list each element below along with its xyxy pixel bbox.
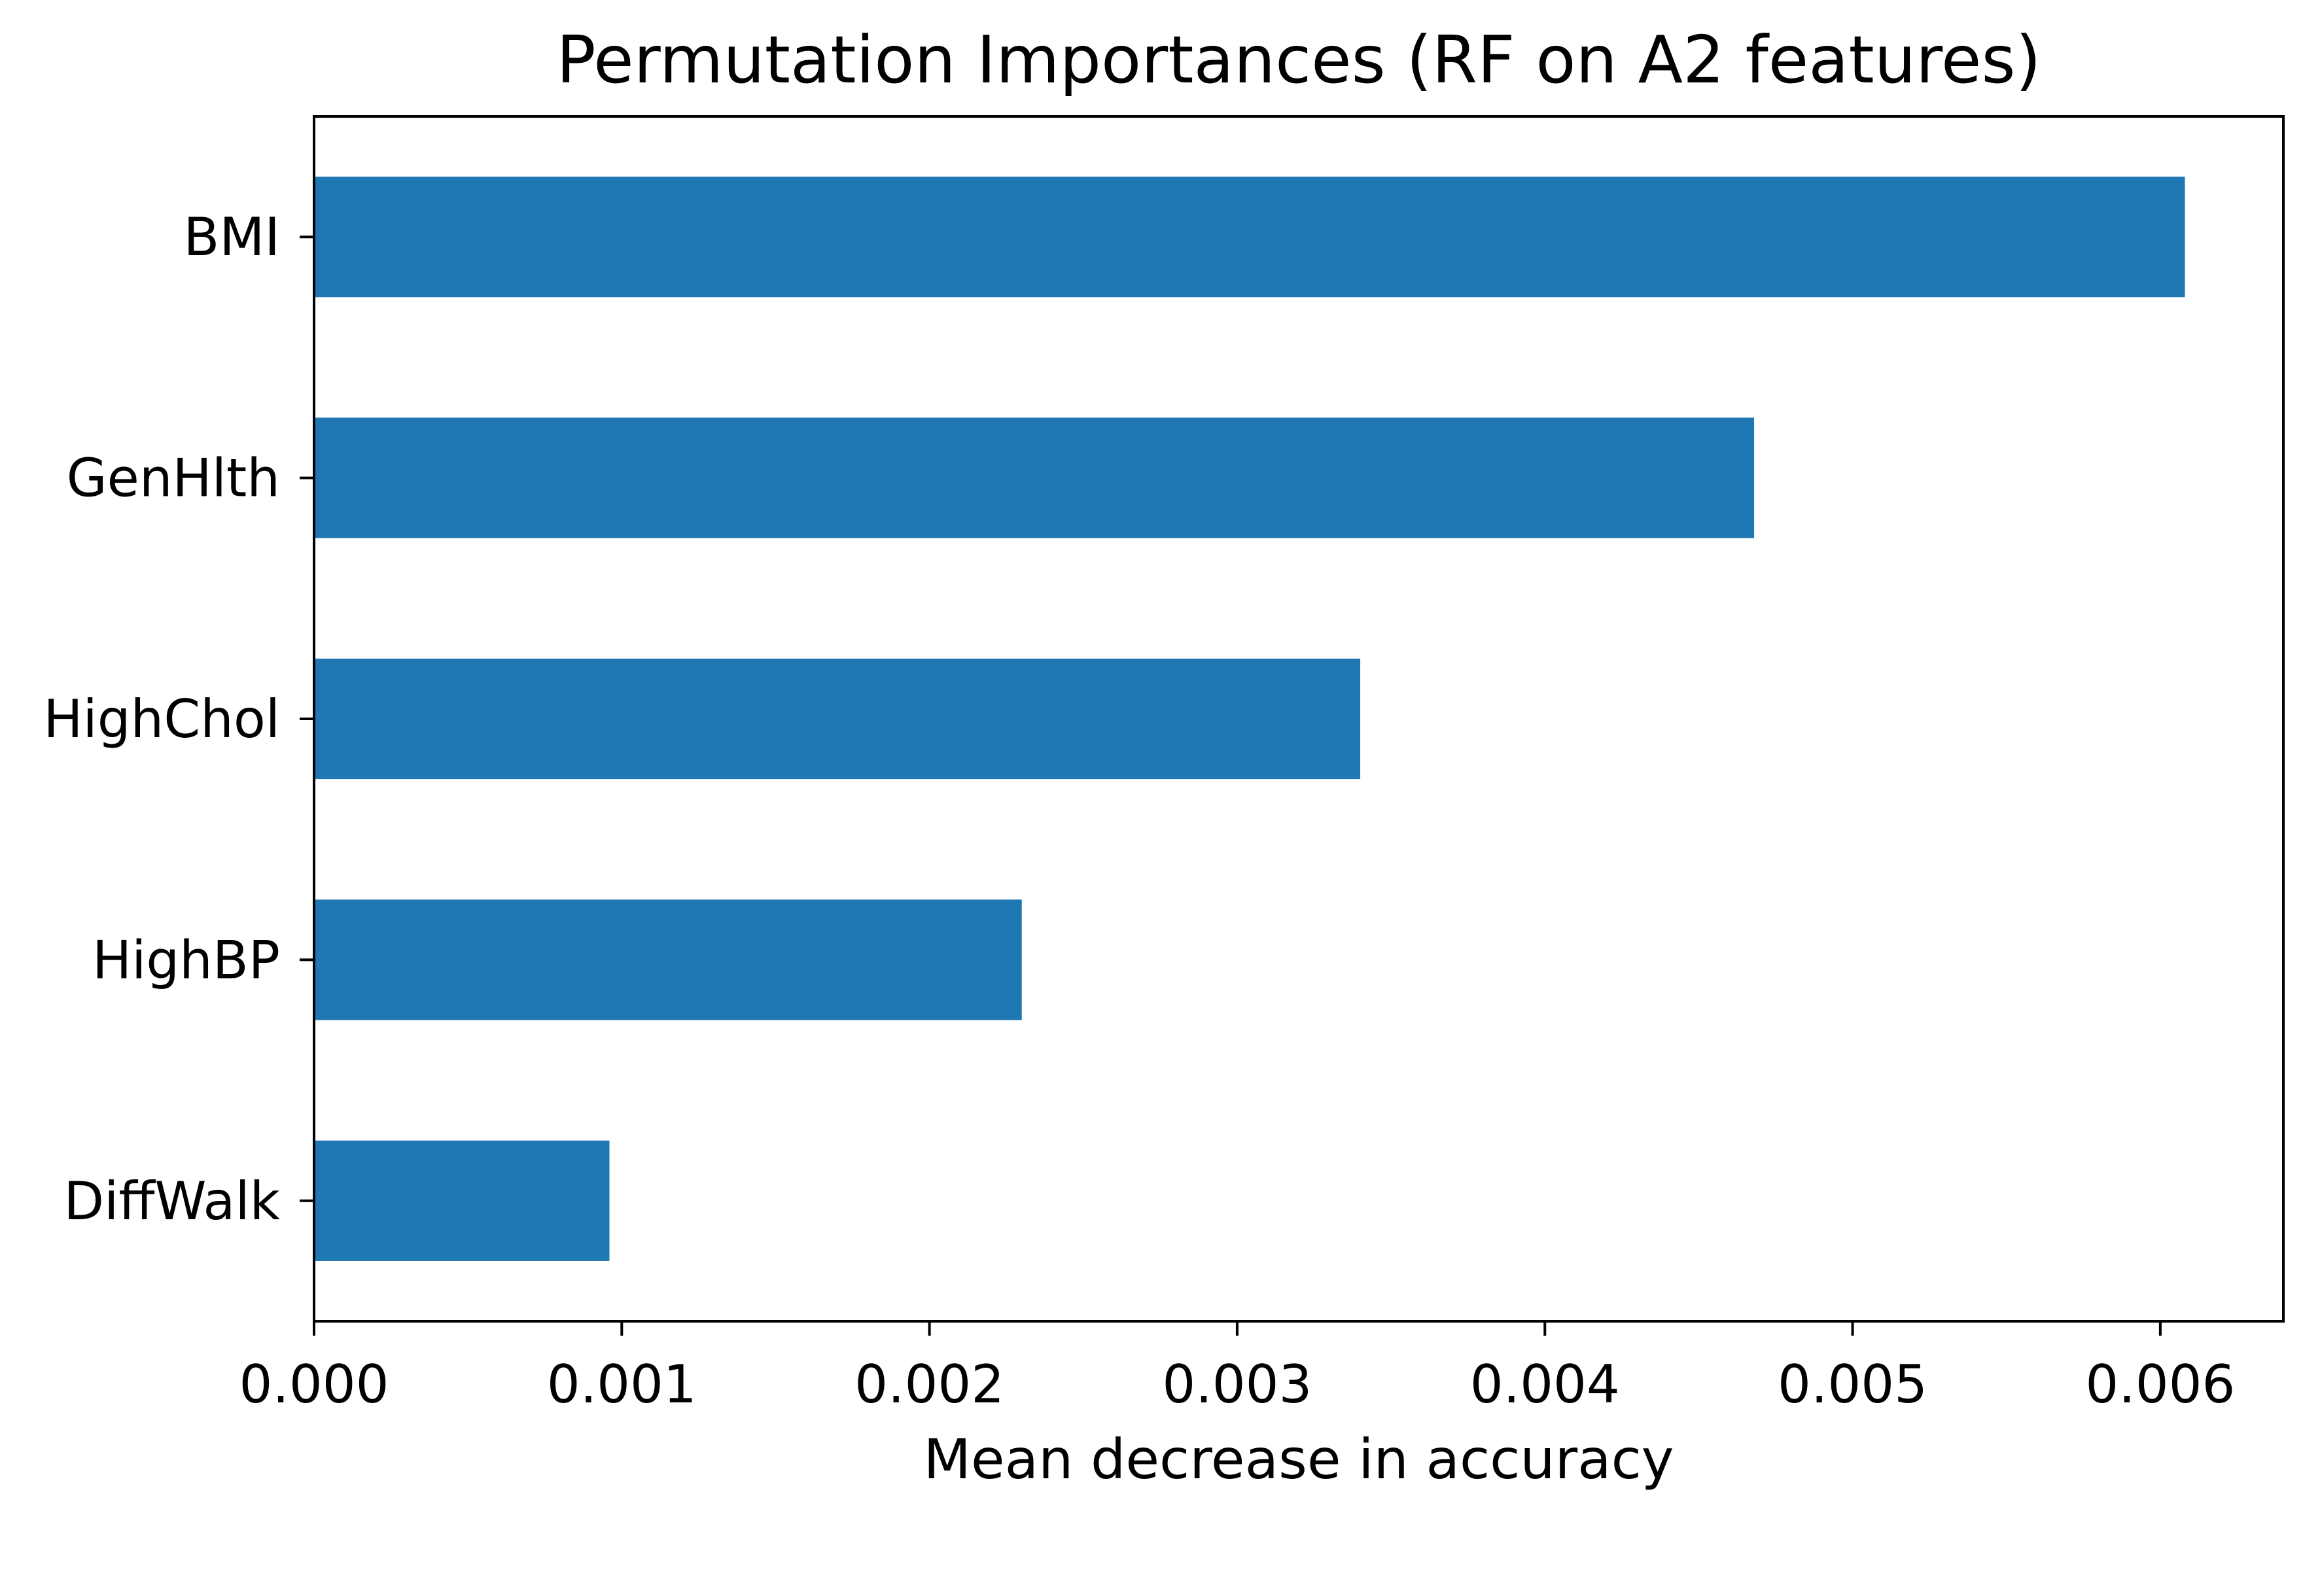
y-tick-label-diffwalk: DiffWalk — [63, 1171, 280, 1232]
x-ticks-layer: 0.000 0.001 0.002 0.003 0.004 0.005 0.006 — [239, 1321, 2235, 1415]
x-axis-label: Mean decrease in accuracy — [923, 1427, 1674, 1491]
x-tick-label: 0.004 — [1470, 1354, 1620, 1415]
bar-diffwalk — [314, 1140, 610, 1261]
y-ticks-layer: DiffWalk HighBP HighChol GenHlth BMI — [43, 207, 314, 1232]
x-tick-label: 0.000 — [239, 1354, 389, 1415]
y-tick-label-highbp: HighBP — [92, 929, 280, 990]
bar-highbp — [314, 899, 1022, 1020]
bars-layer — [314, 177, 2185, 1261]
x-tick-label: 0.005 — [1778, 1354, 1927, 1415]
x-tick-label: 0.006 — [2085, 1354, 2235, 1415]
y-tick-label-bmi: BMI — [184, 207, 281, 268]
plot-frame — [313, 115, 2285, 1323]
chart-title: Permutation Importances (RF on A2 featur… — [556, 22, 2041, 98]
y-tick-label-genhlth: GenHlth — [67, 448, 280, 509]
bar-genhlth — [314, 417, 1755, 538]
bar-bmi — [314, 177, 2185, 298]
x-tick-label: 0.003 — [1162, 1354, 1312, 1415]
x-tick-label: 0.002 — [854, 1354, 1004, 1415]
bar-highchol — [314, 658, 1361, 780]
x-tick-label: 0.001 — [547, 1354, 697, 1415]
y-tick-label-highchol: HighChol — [43, 689, 280, 750]
